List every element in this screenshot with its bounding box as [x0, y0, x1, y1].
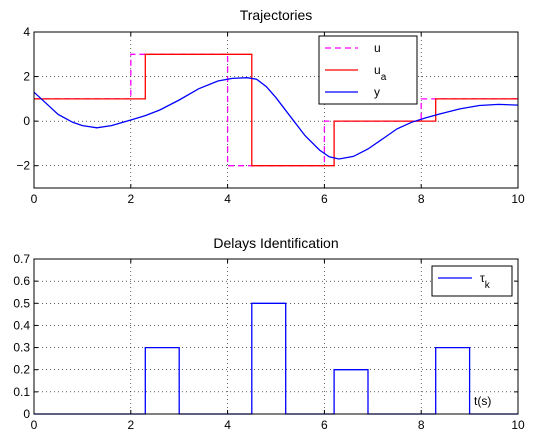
trajectories-legend-sub-1: a — [381, 72, 387, 83]
delays-ytick-label: 0.5 — [13, 296, 30, 310]
trajectories-xtick-label: 6 — [321, 192, 328, 206]
trajectories-axes-frame — [33, 31, 519, 189]
delays-legend-label-0: τk — [480, 271, 491, 291]
delays-xlabel: t(s) — [474, 394, 491, 408]
trajectories-xtick-label: 10 — [511, 192, 525, 206]
delays-xtick-label: 4 — [224, 418, 231, 432]
delays-xtick-label: 2 — [127, 418, 134, 432]
trajectories-grid — [34, 32, 518, 188]
delays-axes-frame — [33, 258, 519, 415]
delays-ytick-label: 0.6 — [13, 274, 30, 288]
trajectories-ticks: 0 2 4 6 8 10 −2 0 2 4 — [16, 25, 525, 206]
delays-ytick-label: 0.2 — [13, 363, 30, 377]
delays-xtick-label: 10 — [511, 418, 525, 432]
trajectories-ytick-label: 4 — [23, 25, 30, 39]
trajectories-xtick-label: 0 — [31, 192, 38, 206]
delays-title: Delays Identification — [213, 235, 338, 251]
trajectories-xtick-label: 2 — [127, 192, 134, 206]
trajectories-series — [33, 53, 519, 167]
trajectories-xtick-label: 4 — [224, 192, 231, 206]
delays-legend-sub-0: k — [485, 280, 491, 291]
trajectories-series-1-line — [34, 53, 518, 167]
delays-plot: Delays Identification 0 2 4 6 8 1000.10.20.30… — [13, 235, 525, 432]
delays-xtick-label: 6 — [321, 418, 328, 432]
delays-ytick-label: 0.7 — [13, 252, 30, 266]
delays-ticks: 0 2 4 6 8 10 0 0.1 0.2 0.3 0.4 0.5 0.6 0.7 — [13, 252, 525, 432]
delays-ytick-label: 0 — [23, 407, 30, 421]
delays-xtick-label: 0 — [31, 418, 38, 432]
delays-legend: τk — [431, 265, 513, 297]
delays-ytick-label: 0.3 — [13, 341, 30, 355]
trajectories-title: Trajectories — [240, 7, 313, 23]
trajectories-ytick-label: −2 — [16, 159, 30, 173]
delays-legend-box — [431, 265, 513, 297]
delays-ytick-label: 0.1 — [13, 385, 30, 399]
trajectories-legend-label-0: u — [374, 41, 381, 55]
trajectories-xtick-label: 8 — [418, 192, 425, 206]
delays-xtick-label: 8 — [418, 418, 425, 432]
trajectories-series-2-line — [33, 77, 519, 160]
trajectories-legend-label-2: y — [374, 85, 380, 99]
trajectories-ytick-label: 2 — [23, 70, 30, 84]
trajectories-ytick-label: 0 — [23, 114, 30, 128]
delays-ytick-label: 0.4 — [13, 318, 30, 332]
delays-grid — [34, 259, 518, 414]
trajectories-axes-box — [34, 32, 518, 188]
